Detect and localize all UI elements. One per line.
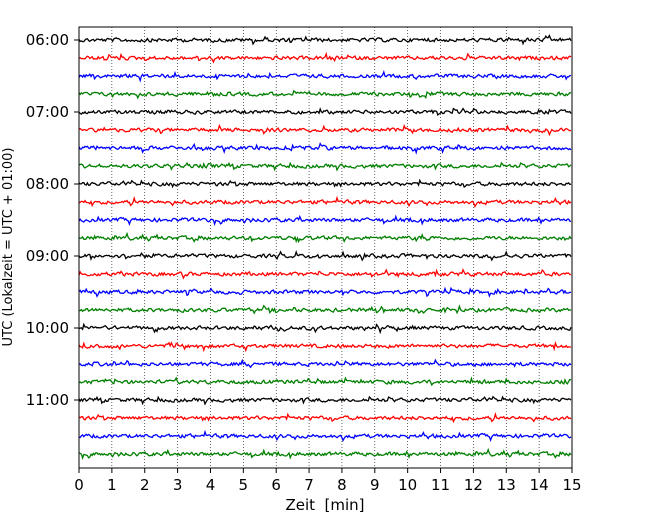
- trace-0930: [78, 286, 572, 298]
- trace-0715: [78, 123, 572, 137]
- trace-0845: [79, 231, 572, 244]
- trace-0745: [78, 161, 572, 172]
- trace-1145: [78, 447, 572, 461]
- y-tick-label: 11:00: [26, 391, 69, 409]
- trace-1045: [78, 376, 572, 387]
- trace-0615: [78, 51, 572, 64]
- x-tick-label: 4: [206, 476, 216, 494]
- x-tick-label: 10: [398, 476, 417, 494]
- trace-1130: [78, 429, 572, 443]
- trace-0600: [78, 33, 572, 46]
- x-tick-label: 13: [497, 476, 516, 494]
- x-tick-label: 3: [173, 476, 183, 494]
- x-tick-label: 15: [562, 476, 581, 494]
- trace-0630: [78, 69, 572, 83]
- x-tick-label: 5: [239, 476, 249, 494]
- y-axis: 06:00 07:00 08:00 09:00 10:00 11:00: [26, 31, 79, 409]
- x-tick-label: 9: [370, 476, 380, 494]
- trace-1115: [78, 411, 572, 424]
- y-tick-label: 07:00: [26, 103, 69, 121]
- trace-0645: [78, 89, 572, 100]
- y-tick-label: 08:00: [26, 175, 69, 193]
- trace-1030: [78, 358, 572, 369]
- x-tick-label: 12: [464, 476, 483, 494]
- trace-0800: [78, 178, 572, 189]
- trace-0815: [78, 195, 572, 209]
- x-tick-label: 2: [140, 476, 150, 494]
- x-tick-label: 0: [74, 476, 84, 494]
- trace-1015: [78, 341, 572, 353]
- y-tick-label: 06:00: [26, 31, 69, 49]
- trace-0915: [78, 268, 572, 280]
- x-tick-label: 6: [271, 476, 281, 494]
- trace-group: [78, 33, 572, 461]
- x-tick-label: 7: [304, 476, 314, 494]
- trace-0900: [78, 249, 572, 262]
- trace-0830: [78, 214, 572, 227]
- x-tick-label: 8: [337, 476, 347, 494]
- y-tick-label: 10:00: [26, 319, 69, 337]
- x-tick-label: 11: [431, 476, 450, 494]
- y-axis-label: UTC (Lokalzeit = UTC + 01:00): [1, 148, 16, 347]
- x-axis: 0 1 2 3 4 5 6 7 8 9 10 11 12 13 14 15: [74, 468, 582, 494]
- x-tick-label: 1: [107, 476, 117, 494]
- x-axis-label: Zeit [min]: [285, 496, 364, 514]
- trace-0730: [78, 142, 572, 155]
- trace-1100: [78, 395, 572, 406]
- x-tick-label: 14: [530, 476, 549, 494]
- trace-1000: [78, 322, 572, 335]
- trace-0700: [78, 107, 572, 116]
- trace-0945: [78, 304, 572, 315]
- y-tick-label: 09:00: [26, 247, 69, 265]
- plot-frame: [78, 26, 573, 469]
